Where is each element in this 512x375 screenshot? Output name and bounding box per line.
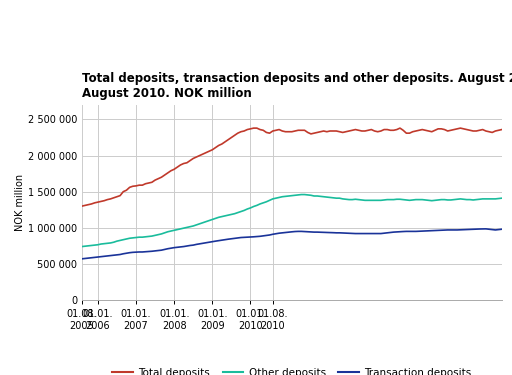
Transaction deposits — [108, 254, 114, 258]
Other deposits — [372, 198, 378, 202]
Total deposits — [346, 129, 352, 133]
Transaction deposits — [486, 227, 492, 231]
Transaction deposits — [79, 256, 85, 261]
Legend: Total deposits, Other deposits, Transaction deposits: Total deposits, Other deposits, Transact… — [108, 364, 476, 375]
Total deposits — [486, 129, 492, 134]
Other deposits — [108, 241, 114, 245]
Total deposits — [499, 127, 505, 132]
Total deposits — [359, 129, 365, 133]
Transaction deposits — [499, 227, 505, 231]
Transaction deposits — [483, 226, 489, 231]
Transaction deposits — [473, 227, 479, 231]
Other deposits — [477, 197, 483, 201]
Y-axis label: NOK million: NOK million — [15, 174, 25, 231]
Total deposits — [79, 204, 85, 209]
Other deposits — [79, 244, 85, 249]
Other deposits — [486, 196, 492, 201]
Other deposits — [298, 192, 305, 197]
Other deposits — [346, 197, 352, 202]
Other deposits — [359, 198, 365, 202]
Text: Total deposits, transaction deposits and other deposits. August 2005-
August 201: Total deposits, transaction deposits and… — [82, 72, 512, 100]
Line: Transaction deposits: Transaction deposits — [82, 229, 502, 259]
Total deposits — [250, 126, 257, 130]
Line: Total deposits: Total deposits — [82, 128, 502, 206]
Total deposits — [477, 128, 483, 132]
Transaction deposits — [355, 231, 361, 236]
Total deposits — [372, 129, 378, 133]
Transaction deposits — [368, 231, 374, 236]
Other deposits — [499, 196, 505, 200]
Total deposits — [108, 196, 114, 201]
Transaction deposits — [343, 231, 349, 236]
Line: Other deposits: Other deposits — [82, 195, 502, 246]
